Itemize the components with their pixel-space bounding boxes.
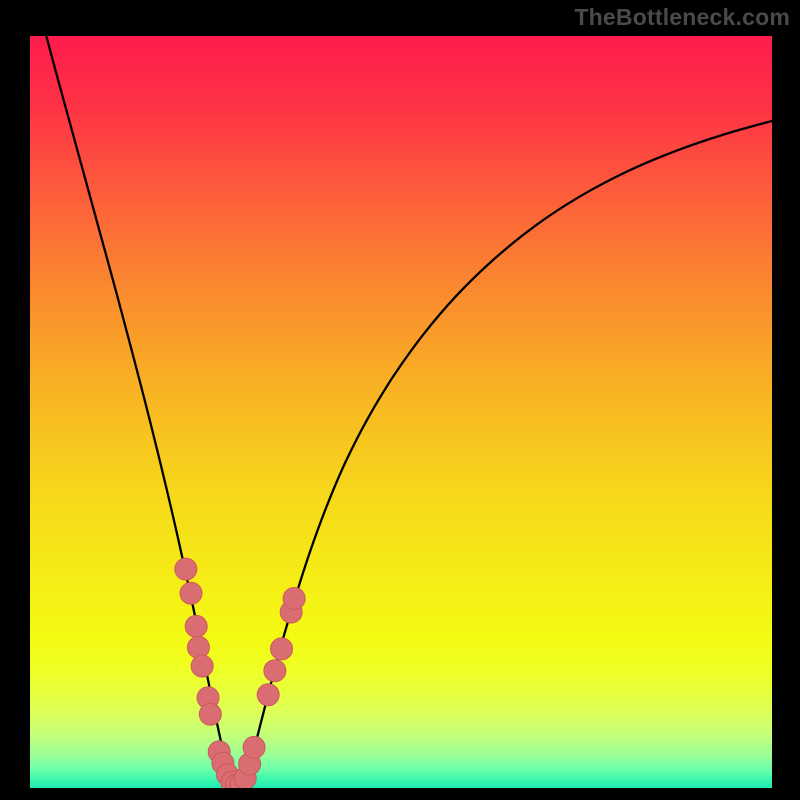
data-marker [257,684,279,706]
data-marker [271,638,293,660]
chart-root: { "watermark": { "text": "TheBottleneck.… [0,0,800,800]
marker-group [175,558,305,788]
data-marker [199,703,221,725]
watermark-text: TheBottleneck.com [574,4,790,31]
data-marker [180,582,202,604]
data-marker [191,655,213,677]
data-marker [185,615,207,637]
data-marker [264,660,286,682]
data-marker [175,558,197,580]
bottleneck-curve-right [236,121,772,787]
data-marker [243,736,265,758]
data-marker [187,636,209,658]
plot-area [30,36,772,788]
curve-layer [30,36,772,788]
data-marker [283,588,305,610]
